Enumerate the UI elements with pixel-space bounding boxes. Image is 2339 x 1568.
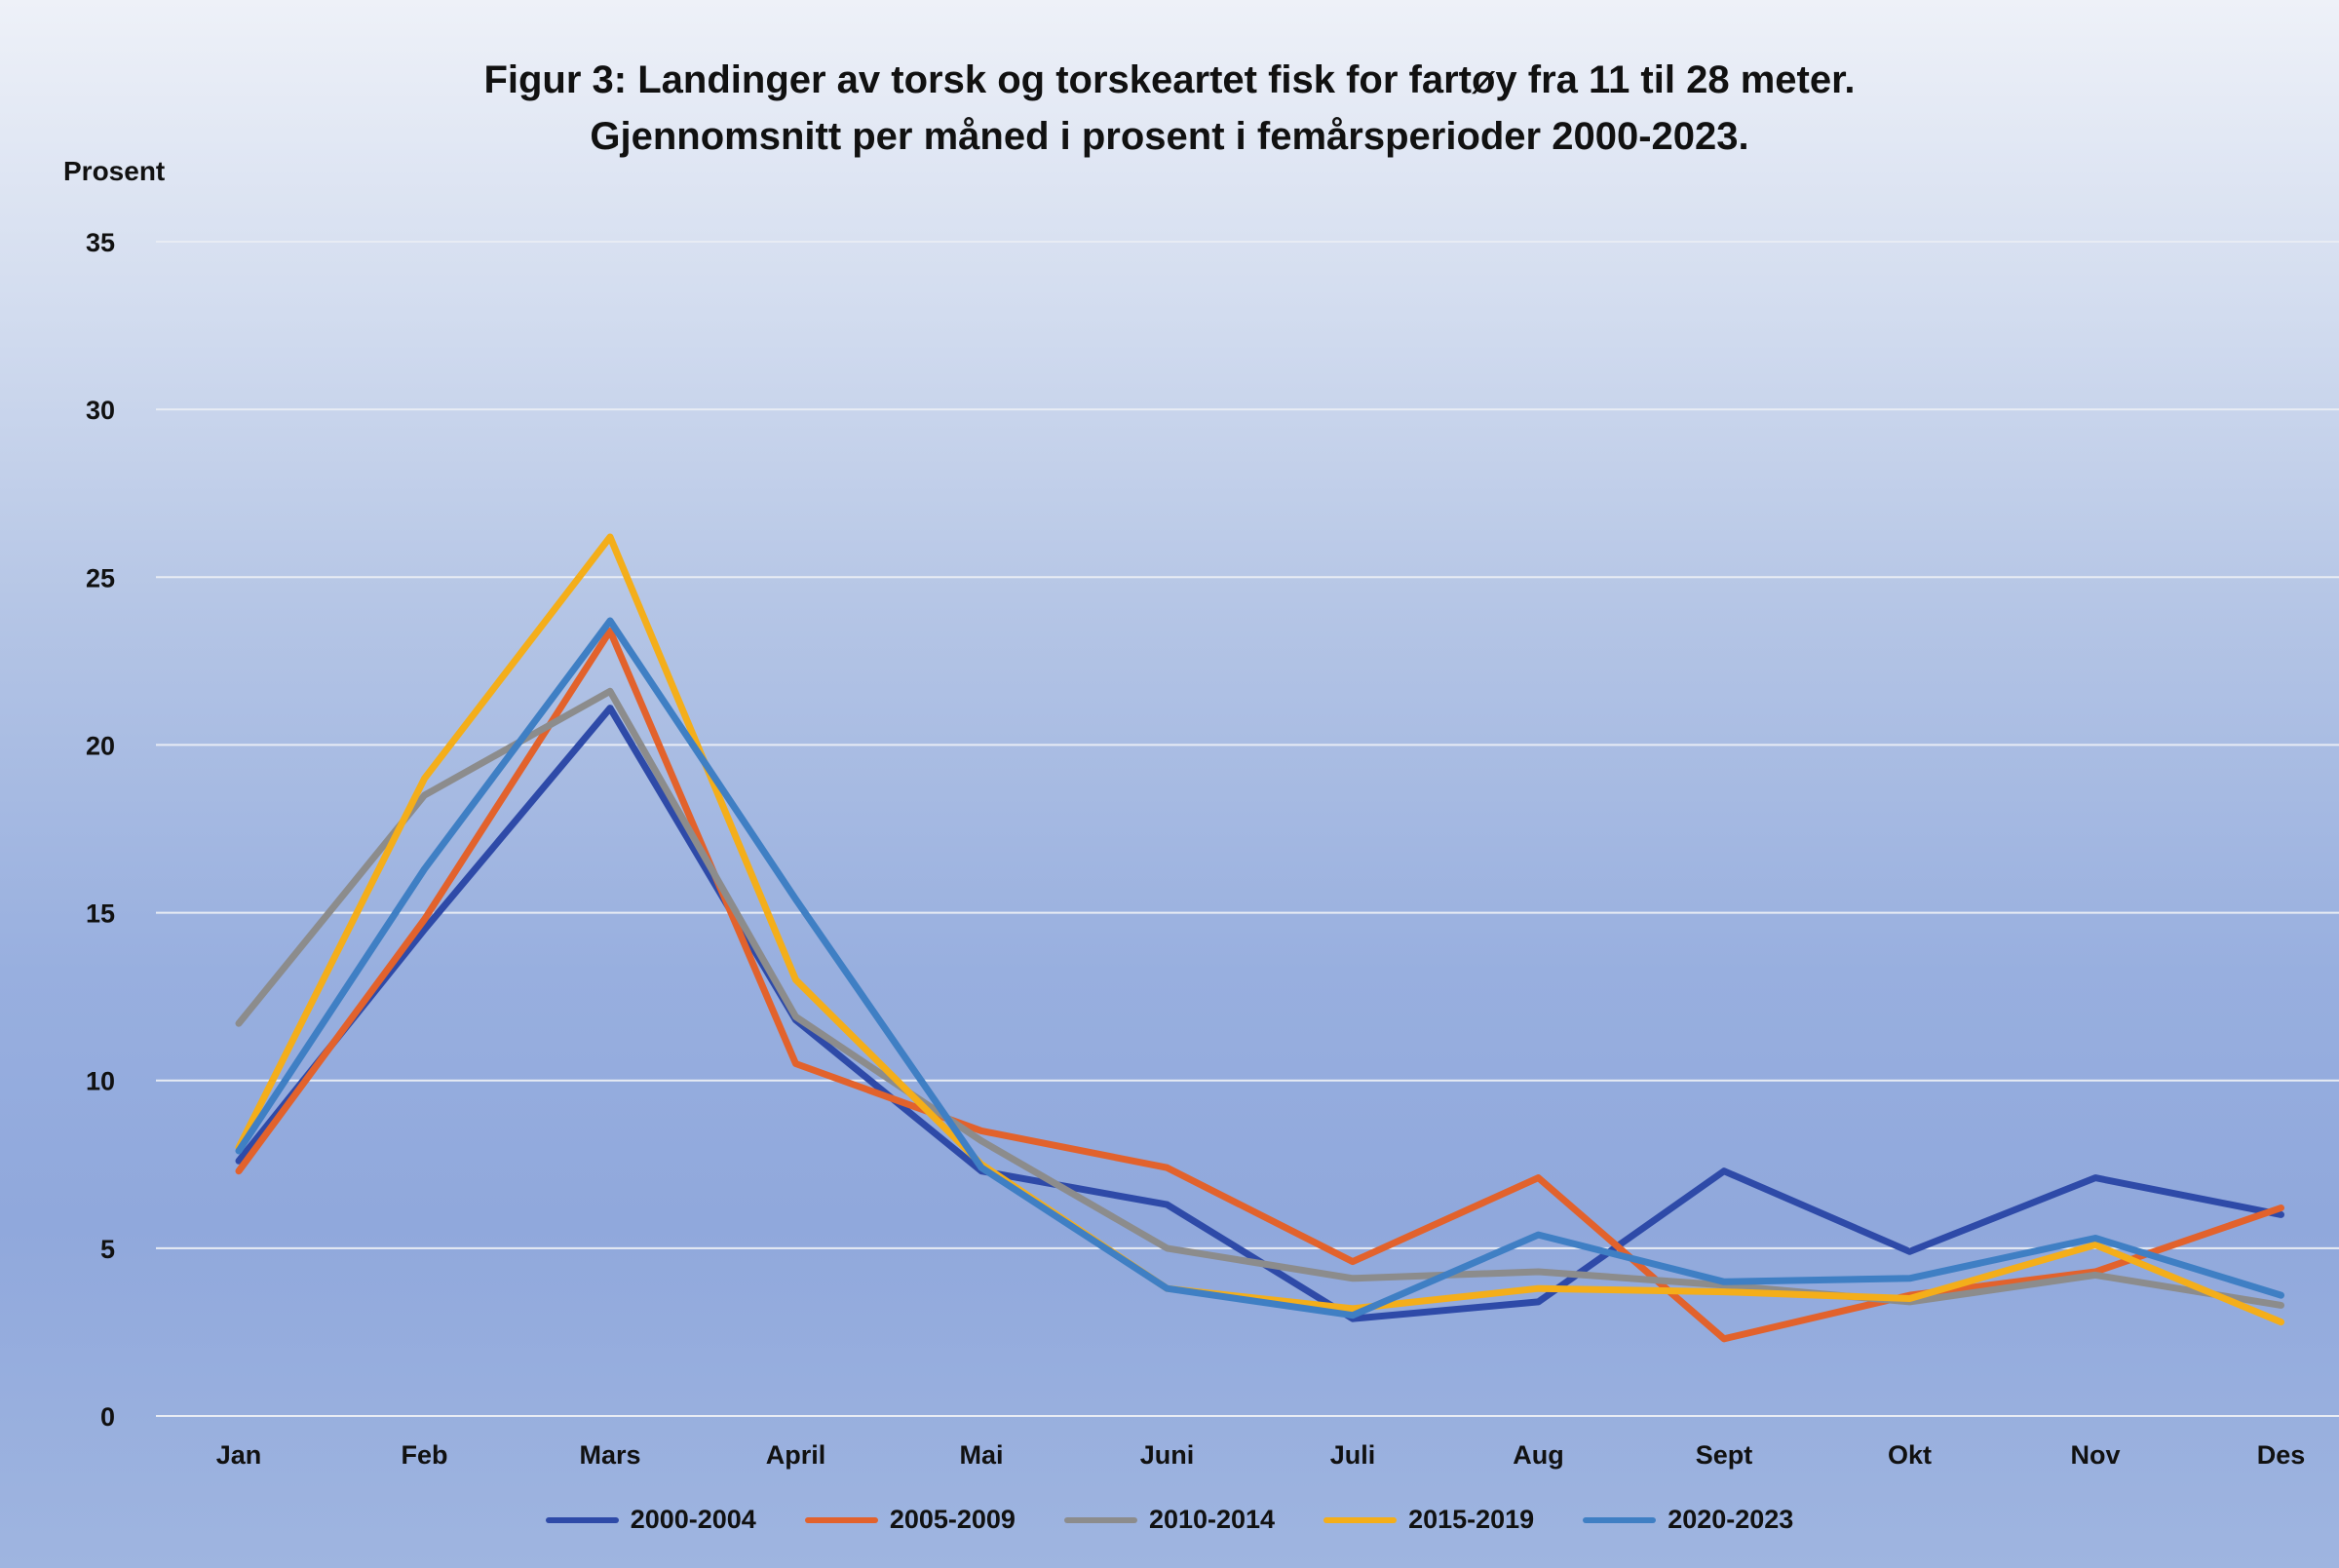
- legend-label: 2010-2014: [1148, 1505, 1276, 1534]
- legend-label: 2015-2019: [1408, 1505, 1535, 1534]
- series-line-2010-2014: [235, 687, 2284, 1309]
- y-tick-label: 35: [86, 228, 115, 257]
- legend-label: 2020-2023: [1668, 1505, 1794, 1534]
- x-axis-ticks: Jan Feb Mars April Mai Juni Juli Aug Sept Okt Nov D…: [216, 1440, 2306, 1470]
- x-tick-label: Juli: [1330, 1440, 1376, 1470]
- legend-label: 2000-2004: [630, 1505, 756, 1534]
- series-line-2005-2009: [235, 627, 2284, 1343]
- x-tick-label: Juni: [1140, 1440, 1195, 1470]
- y-axis-ticks: 0 5 10 15 20 25 30 35: [86, 228, 115, 1432]
- y-tick-label: 30: [86, 396, 115, 425]
- series-line-2020-2023: [235, 617, 2284, 1319]
- x-tick-label: Feb: [401, 1440, 447, 1470]
- series-line-2015-2019: [235, 533, 2284, 1326]
- legend-label: 2005-2009: [889, 1505, 1016, 1534]
- x-tick-label: Des: [2257, 1440, 2306, 1470]
- legend-item: 2010-2014: [1063, 1505, 1276, 1535]
- y-tick-label: 5: [100, 1235, 115, 1264]
- y-tick-label: 20: [86, 731, 115, 760]
- x-tick-label: Mars: [579, 1440, 640, 1470]
- x-tick-label: Nov: [2070, 1440, 2120, 1470]
- y-tick-label: 25: [86, 563, 115, 593]
- y-axis-label: Prosent: [63, 156, 166, 186]
- x-tick-label: Jan: [216, 1440, 262, 1470]
- chart-title: Figur 3: Landinger av torsk og torskeart…: [483, 58, 1856, 101]
- x-tick-label: April: [766, 1440, 826, 1470]
- chart-subtitle: Gjennomsnitt per måned i prosent i femår…: [590, 115, 1749, 158]
- legend-item: 2000-2004: [545, 1505, 756, 1535]
- y-tick-label: 15: [86, 899, 115, 929]
- legend-swatch: [1583, 1516, 1657, 1523]
- legend-swatch: [545, 1516, 619, 1523]
- x-tick-label: Sept: [1696, 1440, 1753, 1470]
- x-tick-label: Okt: [1888, 1440, 1932, 1470]
- legend: 2000-2004 2005-2009 2010-2014 2015-2019 2020…: [0, 1505, 2339, 1535]
- legend-item: 2020-2023: [1583, 1505, 1793, 1535]
- legend-swatch: [1063, 1516, 1137, 1523]
- x-tick-label: Aug: [1513, 1440, 1563, 1470]
- x-tick-label: Mai: [959, 1440, 1003, 1470]
- legend-item: 2005-2009: [804, 1505, 1016, 1535]
- series-line-2000-2004: [235, 705, 2284, 1322]
- y-tick-label: 0: [100, 1402, 115, 1432]
- legend-swatch: [804, 1516, 878, 1523]
- legend-swatch: [1323, 1516, 1398, 1523]
- y-tick-label: 10: [86, 1067, 115, 1096]
- series-lines: [235, 533, 2284, 1343]
- legend-item: 2015-2019: [1323, 1505, 1534, 1535]
